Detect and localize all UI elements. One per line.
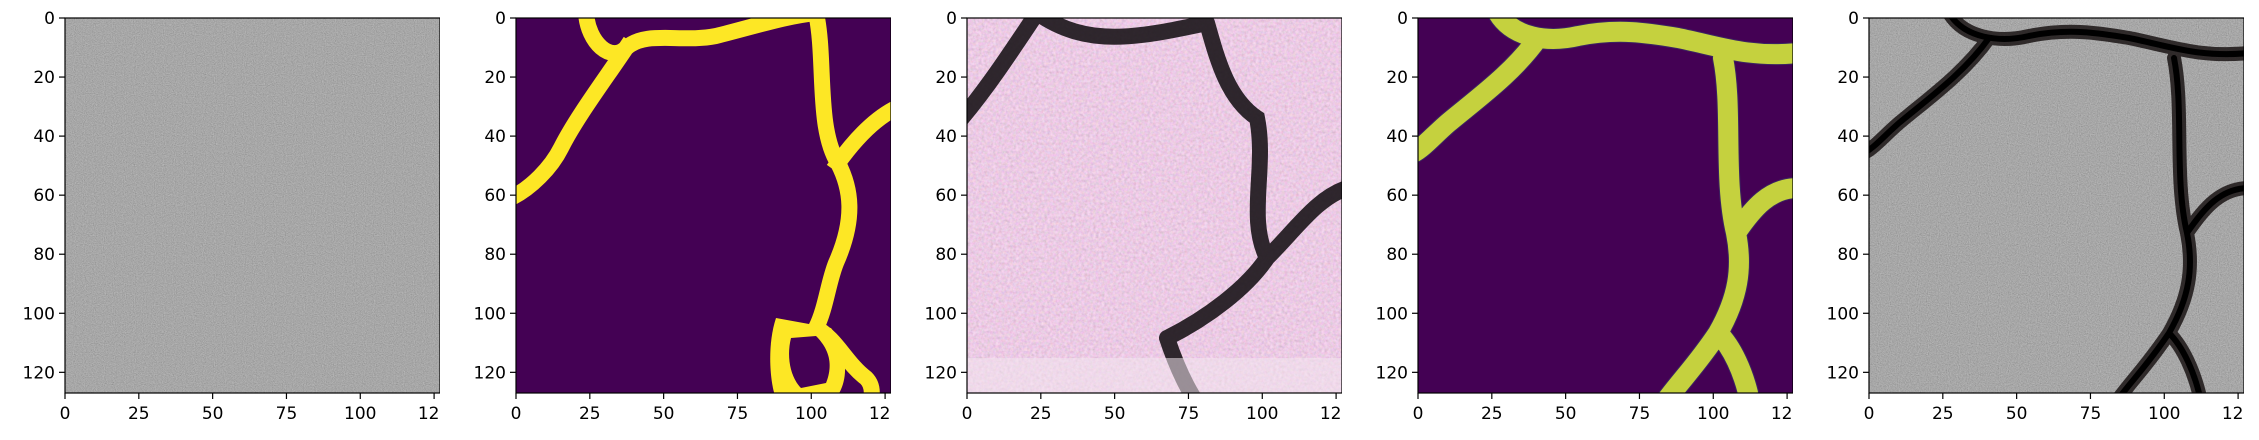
y-tick-label: 20	[33, 68, 55, 88]
image-pink	[967, 18, 1342, 393]
subplot-5: 0 25 50 75 100 125 0 20 40 60 80 100 120	[1804, 0, 2244, 440]
x-tick-label: 50	[1555, 404, 1577, 424]
x-tick-label: 25	[128, 404, 150, 424]
y-tick-label: 100	[474, 304, 506, 324]
y-tick-label: 60	[33, 186, 55, 206]
axes-frame	[1417, 17, 1793, 394]
y-tick-label: 40	[484, 127, 506, 147]
image-mask_smooth	[1418, 18, 1793, 393]
x-tick-label: 50	[202, 404, 224, 424]
y-tick-label: 120	[474, 363, 506, 383]
subplot-1: 0 25 50 75 100 125 0 20 40 60 80 100 120	[0, 0, 440, 440]
x-tick-label: 125	[418, 404, 440, 424]
y-tick-label: 40	[1837, 127, 1859, 147]
x-tick-label: 25	[579, 404, 601, 424]
subplot-5-canvas: 0 25 50 75 100 125 0 20 40 60 80 100 120	[1827, 9, 2244, 424]
x-tick-label: 0	[511, 404, 522, 424]
x-tick-label: 100	[2148, 404, 2180, 424]
subplot-2: 0 25 50 75 100 125 0 20 40 60 80 100 120	[451, 0, 891, 440]
y-tick-label: 120	[925, 363, 957, 383]
x-tick-label: 125	[2222, 404, 2244, 424]
x-tick-label: 50	[2006, 404, 2028, 424]
y-tick-label: 120	[23, 363, 55, 383]
x-tick-label: 25	[1030, 404, 1052, 424]
y-tick-label: 0	[1397, 9, 1408, 29]
y-tick-label: 80	[33, 245, 55, 265]
y-tick-label: 60	[935, 186, 957, 206]
x-tick-label: 0	[60, 404, 71, 424]
y-tick-label: 80	[484, 245, 506, 265]
y-tick-label: 100	[23, 304, 55, 324]
x-tick-label: 100	[1697, 404, 1729, 424]
y-tick-label: 60	[484, 186, 506, 206]
y-tick-label: 100	[925, 304, 957, 324]
y-tick-label: 0	[495, 9, 506, 29]
y-tick-label: 20	[1837, 68, 1859, 88]
y-tick-label: 100	[1827, 304, 1859, 324]
x-tick-label: 75	[2080, 404, 2102, 424]
crack-region	[1869, 18, 2244, 393]
x-tick-label: 0	[962, 404, 973, 424]
x-tick-label: 100	[344, 404, 376, 424]
subplot-3: 0 25 50 75 100 125 0 20 40 60 80 100 120	[902, 0, 1342, 440]
subplot-4: 0 25 50 75 100 125 0 20 40 60 80 100 120	[1353, 0, 1793, 440]
subplot-3-canvas: 0 25 50 75 100 125 0 20 40 60 80 100 120	[925, 9, 1342, 424]
y-tick-label: 120	[1376, 363, 1408, 383]
y-tick-label: 60	[1386, 186, 1408, 206]
y-tick-label: 40	[1386, 127, 1408, 147]
y-tick-label: 80	[1386, 245, 1408, 265]
dark-seams	[967, 18, 1342, 393]
axes-frame	[64, 17, 440, 394]
x-tick-label: 75	[727, 404, 749, 424]
x-tick-label: 100	[1246, 404, 1278, 424]
x-tick-label: 125	[1320, 404, 1342, 424]
x-tick-label: 75	[1178, 404, 1200, 424]
x-tick-label: 50	[1104, 404, 1126, 424]
y-tick-label: 0	[44, 9, 55, 29]
x-tick-label: 50	[653, 404, 675, 424]
y-tick-label: 80	[935, 245, 957, 265]
y-tick-label: 0	[1848, 9, 1859, 29]
mask-crack	[1418, 18, 1793, 393]
y-tick-label: 100	[1376, 304, 1408, 324]
x-tick-label: 25	[1481, 404, 1503, 424]
y-tick-label: 0	[946, 9, 957, 29]
x-tick-label: 75	[276, 404, 298, 424]
y-tick-label: 20	[484, 68, 506, 88]
x-tick-label: 100	[795, 404, 827, 424]
y-tick-label: 120	[1827, 363, 1859, 383]
x-tick-label: 25	[1932, 404, 1954, 424]
y-tick-label: 20	[1386, 68, 1408, 88]
axes-frame	[515, 17, 891, 394]
x-tick-label: 125	[869, 404, 891, 424]
y-tick-label: 40	[935, 127, 957, 147]
axes-frame	[1868, 17, 2244, 394]
subplot-4-canvas: 0 25 50 75 100 125 0 20 40 60 80 100 120	[1376, 9, 1793, 424]
x-tick-label: 0	[1864, 404, 1875, 424]
y-tick-label: 60	[1837, 186, 1859, 206]
subplot-1-canvas: 0 25 50 75 100 125 0 20 40 60 80 100 120	[23, 9, 440, 424]
subplot-2-canvas: 0 25 50 75 100 125 0 20 40 60 80 100 120	[474, 9, 891, 424]
x-tick-label: 125	[1771, 404, 1793, 424]
image-asphalt	[65, 18, 440, 393]
y-tick-label: 80	[1837, 245, 1859, 265]
mask-crack	[516, 18, 891, 393]
image-mask	[516, 18, 891, 393]
axes-frame	[966, 17, 1342, 394]
y-tick-label: 20	[935, 68, 957, 88]
image-asphalt_cracked	[1869, 18, 2244, 393]
y-tick-label: 40	[33, 127, 55, 147]
x-tick-label: 75	[1629, 404, 1651, 424]
x-tick-label: 0	[1413, 404, 1424, 424]
